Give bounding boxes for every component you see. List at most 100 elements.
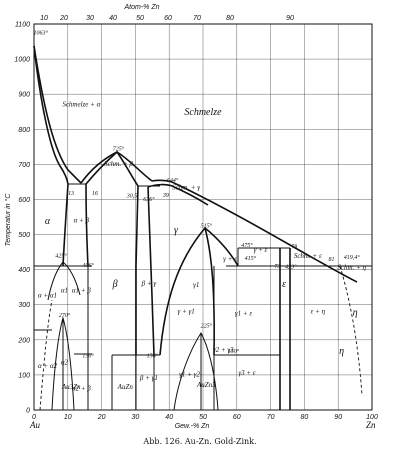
phase-label-melt-alpha: Schmelze + α [62,100,100,108]
liquidus-alpha [33,45,82,184]
phase-label-au3zn: Au3Zn [61,383,81,391]
alpha1-dashed [39,299,53,411]
temperature-annotation: 419,4° [344,254,361,261]
phase-label-melt-gamma: Schm. + γ [172,184,200,192]
x-tick-label: 40 [165,414,173,421]
gamma1-right [204,227,215,356]
temperature-annotation: 1063° [34,30,49,37]
solidus-gamma [147,183,209,206]
temperature-annotation: 425° [55,252,67,259]
left-end-label: Au [29,420,40,430]
temperature-annotation: 150° [147,352,159,359]
temperature-annotation: 270° [59,312,71,319]
phase-label-melt-beta: Schm. + β [104,160,133,168]
phase-label-g2-g3: γ2 + γ3 [213,346,234,354]
temperature-annotation: 636° [143,196,155,203]
y-tick-label: 600 [18,197,30,204]
top-axis-ticks: 10 20 30 40 50 60 70 80 90 [40,15,294,22]
alpha-solvus [62,183,69,267]
temperature-annotation: 30,5 [126,194,138,200]
top-tick-label: 80 [226,15,234,22]
phase-label-g3-eps: γ3 + ε [238,369,255,377]
solidus-beta [85,150,139,187]
phase-label-beta: β [112,279,118,290]
phase-label-a1-beta: α1 + β [72,286,91,294]
x-tick-label: 100 [366,414,378,421]
phase-label-gamma1: γ1 [193,281,199,289]
phase-label-alpha-beta: α + β [74,216,90,224]
phase-label-eta2: η [339,346,344,357]
x-tick-label: 10 [64,414,72,421]
temperature-annotation: 406° [82,262,94,269]
y-tick-label: 0 [26,408,30,415]
temperature-annotation: 725° [113,145,125,152]
top-tick-label: 90 [286,15,294,22]
temperature-annotation: 415° [245,255,257,262]
temperature-annotation: 475° [241,242,253,249]
top-tick-label: 20 [59,15,68,22]
y-axis-ticks: 0 100 200 300 400 500 600 700 800 900 1000 1100 [14,22,30,415]
y-tick-label: 800 [18,127,30,134]
phase-label-gamma-eps: γ + ε [254,246,268,254]
x-tick-label: 90 [334,414,342,421]
phase-label-eps: ε [282,279,286,290]
phase-label-melt: Schmelze [184,107,222,118]
phase-label-gamma: γ [174,225,179,236]
gamma1-dome [159,226,239,356]
top-tick-label: 10 [40,15,48,22]
liquidus-gamma [151,179,358,283]
temperature-annotation: 73 [274,264,280,270]
top-tick-label: 40 [109,15,117,22]
phase-labels: Schmelze Schmelze + α Schm. + β Schm. + γ γ … [38,100,367,392]
bottom-axis-ticks: 0 10 20 30 40 50 60 70 80 90 100 [32,414,378,421]
x-tick-label: 70 [267,414,275,421]
y-axis-title: Temperatur in °C [4,193,12,247]
beta-right [135,185,139,355]
phase-label-schm-eps: Schm. + ε [294,252,322,260]
x-tick-label: 50 [199,414,207,421]
y-tick-label: 500 [18,232,30,239]
top-axis-title: Atom-% Zn [123,4,159,11]
right-end-label: Zn [366,420,376,430]
top-tick-label: 50 [136,15,144,22]
temperature-annotation: 78 [291,245,297,251]
y-tick-label: 400 [18,267,30,274]
gamma-left [147,186,155,356]
phase-label-gamma-eps2: γ + ε [223,255,237,263]
phase-label-a-a2: α + α2 [38,362,58,370]
phase-label-gamma1-eps: γ1 + ε [235,309,252,317]
phase-label-g1-g2: γ1 + γ2 [179,371,200,379]
temperature-annotations: 1063° 725° 644° 13 16 30,5 636° 39 515° 475° 415° 7… [34,30,361,360]
top-tick-label: 70 [193,15,201,22]
phase-label-a2-b: α2 + β [72,385,91,393]
temperature-annotation: 225° [201,323,213,330]
phase-label-auzn3: AuZn3 [196,381,216,389]
y-tick-label: 900 [18,92,30,99]
figure-caption: Abb. 126. Au-Zn. Gold-Zink. [142,437,256,446]
phase-label-schm-eta: Schm. + η [337,264,366,272]
x-tick-label: 60 [233,414,241,421]
eta-solvus [339,265,363,396]
y-tick-label: 1000 [14,57,30,64]
solidus-alpha [33,45,69,185]
phase-label-eta: η [353,307,358,318]
beta-left [85,183,89,267]
phase-label-a1: α1 [61,286,68,294]
temperature-annotation: 150° [82,352,94,359]
y-tick-label: 300 [18,302,30,309]
y-tick-label: 1100 [15,22,30,29]
phase-label-auzn: AuZn [117,383,134,391]
bottom-axis-title: Gew.-% Zn [175,423,210,430]
top-tick-label: 60 [164,15,172,22]
phase-label-beta-gamma: β + γ [141,279,157,287]
temperature-annotation: 644° [167,177,179,184]
y-tick-label: 100 [18,372,30,379]
temperature-annotation: 423° [285,264,297,271]
temperature-annotation: 150° [228,348,240,355]
phase-label-alpha-a1: α + α1 [38,292,57,300]
grid [34,24,372,410]
x-tick-label: 80 [301,414,309,421]
phase-label-gamma-gamma1: γ + γ1 [177,308,194,316]
phase-label-eps-eta: ε + η [311,308,326,316]
